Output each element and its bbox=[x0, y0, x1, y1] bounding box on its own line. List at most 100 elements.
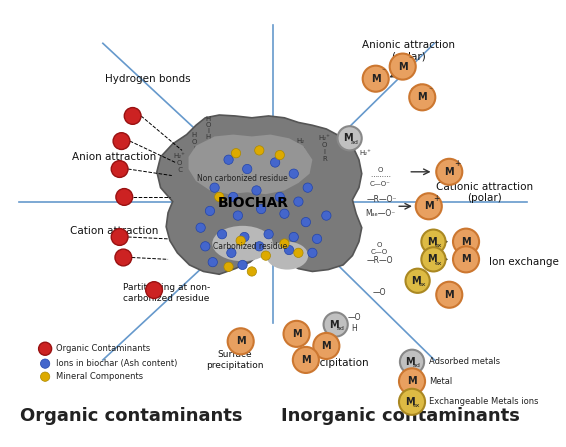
Text: H
O
I
H
O
I
R: H O I H O I R bbox=[205, 116, 211, 158]
Text: ad: ad bbox=[350, 139, 358, 144]
Text: M: M bbox=[321, 341, 331, 351]
Circle shape bbox=[38, 342, 52, 355]
Circle shape bbox=[284, 321, 310, 347]
Circle shape bbox=[116, 189, 132, 205]
Text: Organic contaminants: Organic contaminants bbox=[20, 407, 242, 425]
Text: M: M bbox=[418, 93, 427, 102]
Ellipse shape bbox=[212, 226, 273, 261]
Text: M: M bbox=[427, 236, 436, 247]
Text: Anion attraction: Anion attraction bbox=[72, 152, 156, 162]
Text: M: M bbox=[407, 376, 417, 386]
Text: H₂⁺
O
 C: H₂⁺ O C bbox=[173, 153, 185, 173]
Circle shape bbox=[289, 232, 298, 242]
Circle shape bbox=[275, 150, 285, 160]
Text: Mₐₑ—O⁻: Mₐₑ—O⁻ bbox=[365, 209, 396, 218]
Text: ⁻: ⁻ bbox=[381, 66, 385, 76]
Text: M: M bbox=[461, 254, 471, 264]
Circle shape bbox=[210, 183, 219, 192]
Text: Partitioning at non-
carbonized residue: Partitioning at non- carbonized residue bbox=[123, 283, 210, 303]
Circle shape bbox=[321, 211, 331, 220]
Circle shape bbox=[227, 248, 236, 257]
Polygon shape bbox=[157, 115, 362, 274]
Text: ex: ex bbox=[418, 282, 426, 287]
Circle shape bbox=[256, 204, 266, 214]
Circle shape bbox=[115, 249, 132, 266]
Text: M: M bbox=[461, 236, 471, 247]
Text: M: M bbox=[236, 336, 246, 346]
Circle shape bbox=[231, 148, 241, 158]
Text: +: + bbox=[454, 160, 460, 169]
Text: Precipitation: Precipitation bbox=[303, 358, 368, 368]
Circle shape bbox=[217, 230, 227, 239]
Circle shape bbox=[399, 368, 425, 394]
Circle shape bbox=[421, 247, 445, 271]
Circle shape bbox=[196, 223, 205, 232]
Text: ad: ad bbox=[336, 326, 344, 331]
Text: Organic Contaminants: Organic Contaminants bbox=[56, 344, 151, 353]
Circle shape bbox=[409, 84, 435, 110]
Text: Non carbonized residue: Non carbonized residue bbox=[197, 174, 288, 183]
Circle shape bbox=[40, 359, 50, 368]
Text: Hydrogen bonds: Hydrogen bonds bbox=[105, 74, 190, 84]
Text: Ion exchange: Ion exchange bbox=[490, 257, 559, 267]
Circle shape bbox=[389, 54, 416, 80]
Circle shape bbox=[236, 236, 245, 245]
Circle shape bbox=[145, 282, 162, 299]
Ellipse shape bbox=[266, 242, 308, 270]
Text: H₂⁺: H₂⁺ bbox=[359, 150, 371, 156]
Text: H₂
⋯
C—O: H₂ ⋯ C—O bbox=[291, 138, 309, 158]
Text: M: M bbox=[405, 357, 415, 367]
Text: —O: —O bbox=[372, 288, 386, 297]
Text: H
O
I
C: H O I C bbox=[191, 132, 197, 159]
Text: M: M bbox=[405, 397, 415, 407]
Text: Ions in biochar (Ash content): Ions in biochar (Ash content) bbox=[56, 359, 178, 368]
Text: M: M bbox=[371, 74, 380, 84]
Text: M: M bbox=[398, 62, 408, 72]
Circle shape bbox=[255, 146, 264, 155]
Circle shape bbox=[247, 267, 256, 276]
Polygon shape bbox=[188, 135, 312, 194]
Circle shape bbox=[238, 260, 247, 270]
Text: Mineral Components: Mineral Components bbox=[56, 372, 143, 381]
Text: M: M bbox=[424, 201, 434, 211]
Text: M: M bbox=[301, 355, 311, 365]
Text: ex: ex bbox=[434, 243, 442, 248]
Circle shape bbox=[453, 246, 479, 272]
Circle shape bbox=[224, 262, 233, 271]
Text: M: M bbox=[291, 329, 301, 339]
Circle shape bbox=[233, 211, 243, 220]
Text: ex: ex bbox=[434, 261, 442, 266]
Text: +: + bbox=[434, 194, 440, 203]
Circle shape bbox=[229, 192, 238, 202]
Text: M: M bbox=[411, 276, 421, 286]
Circle shape bbox=[255, 242, 264, 251]
Circle shape bbox=[301, 217, 311, 227]
Circle shape bbox=[294, 248, 303, 257]
Text: Surface
precipitation: Surface precipitation bbox=[207, 350, 264, 370]
Text: —R—O: —R—O bbox=[366, 256, 393, 265]
Text: M: M bbox=[329, 320, 338, 329]
Text: O
⋯⋯⋯
C—O⁻: O ⋯⋯⋯ C—O⁻ bbox=[370, 167, 391, 187]
Circle shape bbox=[200, 242, 210, 251]
Circle shape bbox=[312, 234, 321, 244]
Text: ⁻: ⁻ bbox=[428, 85, 432, 94]
Circle shape bbox=[208, 257, 217, 267]
Circle shape bbox=[224, 155, 233, 164]
Text: —R—O⁻: —R—O⁻ bbox=[367, 195, 397, 204]
Circle shape bbox=[205, 206, 215, 215]
Circle shape bbox=[261, 251, 271, 260]
Text: M: M bbox=[444, 290, 454, 300]
Text: M: M bbox=[444, 167, 454, 177]
Circle shape bbox=[40, 372, 50, 381]
Circle shape bbox=[271, 158, 280, 167]
Circle shape bbox=[337, 126, 362, 150]
Text: Cationic attraction
(polar): Cationic attraction (polar) bbox=[436, 181, 533, 203]
Circle shape bbox=[421, 230, 445, 254]
Text: ⁻: ⁻ bbox=[409, 54, 413, 63]
Circle shape bbox=[363, 66, 389, 92]
Text: Inorganic contaminants: Inorganic contaminants bbox=[281, 407, 520, 425]
Text: Carbonized residue: Carbonized residue bbox=[213, 242, 287, 251]
Circle shape bbox=[308, 248, 317, 257]
Text: Metal: Metal bbox=[429, 377, 452, 386]
Text: BIOCHAR: BIOCHAR bbox=[218, 197, 289, 211]
